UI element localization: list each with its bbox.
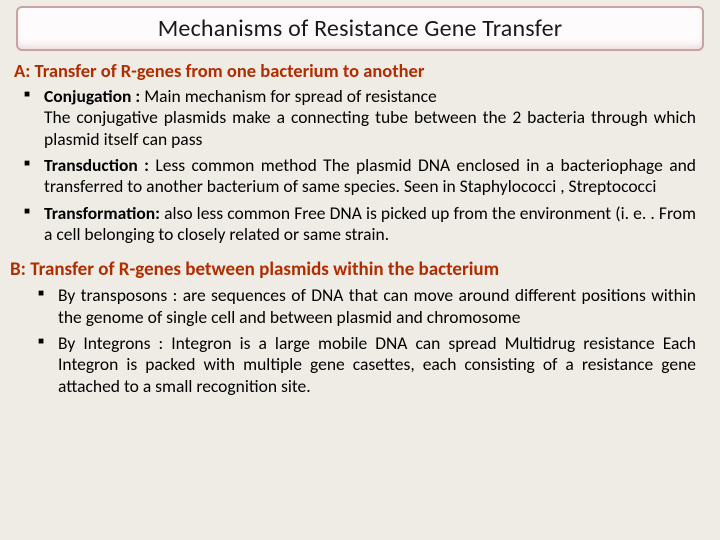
section-a-list: Conjugation : Main mechanism for spread … [0,84,720,256]
item-body: By transposons : are sequences of DNA th… [58,284,696,327]
item-lead: Conjugation : [44,85,140,107]
item-lead: Transduction : [44,154,149,176]
list-item: By transposons : are sequences of DNA th… [58,285,696,328]
item-body: By Integrons : Integron is a large mobil… [58,332,696,397]
section-b-heading: B: Transfer of R-genes between plasmids … [0,256,720,283]
list-item: Transduction : Less common method The pl… [44,155,696,198]
list-item: Conjugation : Main mechanism for spread … [44,86,696,150]
list-item: By Integrons : Integron is a large mobil… [58,333,696,397]
section-a-heading: A: Transfer of R-genes from one bacteriu… [0,55,720,84]
section-b-list: By transposons : are sequences of DNA th… [0,283,720,408]
title-box: Mechanisms of Resistance Gene Transfer [16,6,704,51]
page-title: Mechanisms of Resistance Gene Transfer [30,14,690,43]
item-body: Main mechanism for spread of resistanceT… [44,85,696,150]
list-item: Transformation: also less common Free DN… [44,203,696,246]
item-lead: Transformation: [44,202,160,224]
